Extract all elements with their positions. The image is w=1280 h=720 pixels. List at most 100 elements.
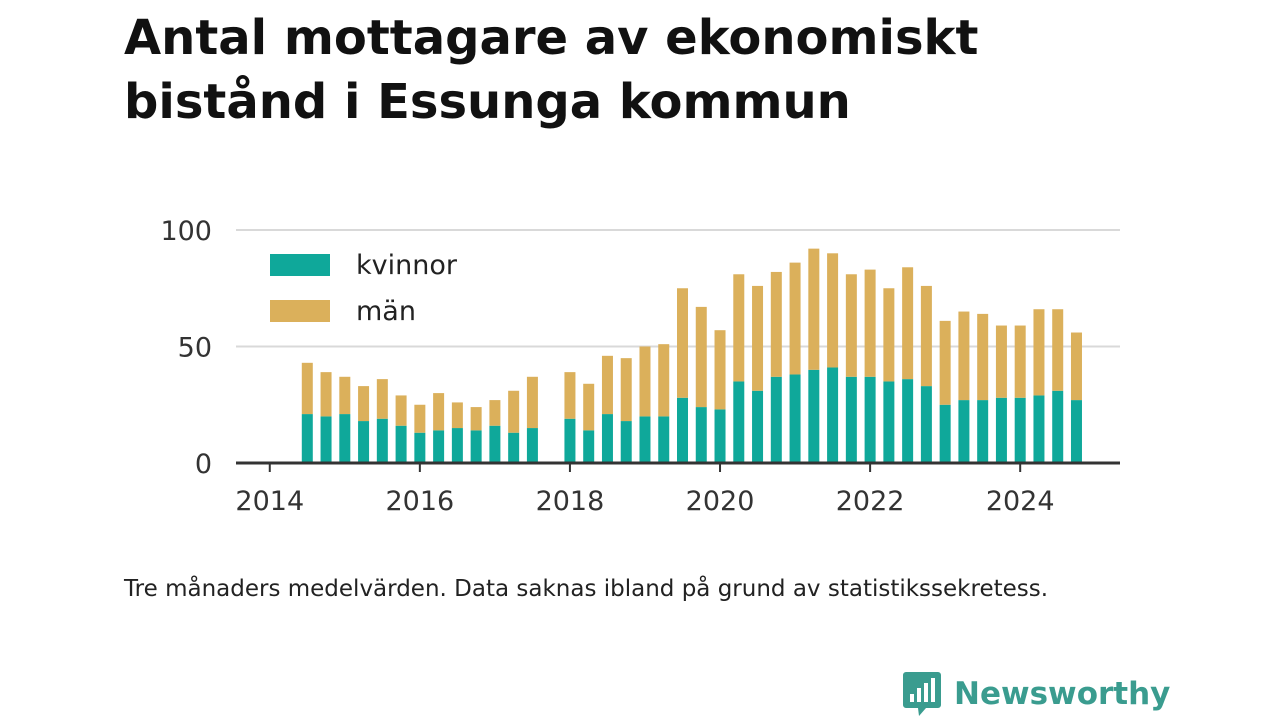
bar-kvinnor [339, 414, 351, 463]
newsworthy-logo-icon [903, 672, 941, 716]
bar-kvinnor [526, 428, 538, 463]
bar-kvinnor [376, 418, 388, 463]
newsworthy-logo: Newsworthy [902, 670, 1170, 718]
bar-man [639, 346, 651, 417]
bar-man [339, 376, 351, 415]
bar-man [320, 372, 332, 417]
bar-man [433, 393, 445, 431]
bar-man [620, 358, 632, 422]
bar-man [395, 395, 407, 426]
bar-kvinnor [808, 369, 820, 463]
bar-kvinnor [770, 376, 782, 463]
bar-man [489, 400, 501, 426]
bar-kvinnor [883, 381, 895, 463]
bar-kvinnor [845, 376, 857, 463]
bar-man [1070, 332, 1082, 401]
bar-man [564, 372, 576, 419]
y-tick-label: 0 [195, 449, 212, 480]
x-tick-label: 2018 [536, 486, 605, 517]
legend-swatch-man [270, 300, 330, 322]
bar-man [1052, 309, 1064, 391]
y-tick-label: 50 [178, 333, 212, 364]
bar-man [1014, 325, 1026, 398]
legend: kvinnor män [270, 250, 458, 327]
bar-man [770, 271, 782, 377]
bar-man [414, 404, 426, 433]
legend-swatch-kvinnor [270, 254, 330, 276]
legend-label: män [356, 296, 416, 327]
bar-kvinnor [864, 376, 876, 463]
x-tick-label: 2024 [986, 486, 1055, 517]
bar-kvinnor [620, 421, 632, 463]
bar-kvinnor [733, 381, 745, 463]
bar-man [977, 313, 989, 401]
bar-man [920, 285, 932, 387]
bars [301, 248, 1082, 463]
bar-kvinnor [752, 390, 764, 463]
bar-man [301, 362, 313, 415]
bar-man [883, 288, 895, 382]
x-tick-label: 2014 [235, 486, 304, 517]
bar-kvinnor [920, 386, 932, 463]
bar-kvinnor [508, 432, 520, 463]
x-tick-label: 2022 [836, 486, 905, 517]
bar-kvinnor [601, 414, 613, 463]
bar-kvinnor [695, 407, 707, 463]
bar-kvinnor [639, 416, 651, 463]
bar-kvinnor [995, 397, 1007, 463]
bar-man [1033, 309, 1045, 396]
bar-man [827, 253, 839, 368]
bar-kvinnor [470, 430, 482, 463]
chart-title: Antal mottagare av ekonomiskt bistånd i … [124, 10, 979, 130]
bar-man [376, 379, 388, 419]
bar-chart: 0 50 100 2014 2016 2018 2020 2022 2024 kvinnor mä… [160, 216, 1120, 517]
bar-kvinnor [1070, 400, 1082, 463]
bar-man [658, 344, 670, 417]
bar-man [958, 311, 970, 401]
bar-kvinnor [451, 428, 463, 463]
bar-kvinnor [1014, 397, 1026, 463]
bar-man [677, 288, 689, 398]
bar-kvinnor [714, 409, 726, 463]
bar-kvinnor [320, 416, 332, 463]
bar-man [508, 390, 520, 433]
bar-kvinnor [902, 379, 914, 463]
bar-man [939, 320, 951, 405]
bar-kvinnor [658, 416, 670, 463]
legend-label: kvinnor [356, 250, 458, 281]
bar-kvinnor [677, 397, 689, 463]
bar-kvinnor [939, 404, 951, 463]
y-tick-label: 100 [160, 216, 212, 247]
bar-kvinnor [1052, 390, 1064, 463]
bar-kvinnor [958, 400, 970, 463]
bar-kvinnor [827, 367, 839, 463]
bar-kvinnor [977, 400, 989, 463]
bar-man [358, 386, 370, 422]
bar-man [733, 274, 745, 382]
bar-man [808, 248, 820, 370]
bar-kvinnor [414, 432, 426, 463]
bar-kvinnor [583, 430, 595, 463]
footnote: Tre månaders medelvärden. Data saknas ib… [124, 576, 1049, 602]
bar-kvinnor [489, 425, 501, 463]
axes: 0 50 100 2014 2016 2018 2020 2022 2024 [160, 216, 1120, 517]
bar-man [695, 306, 707, 408]
bar-man [902, 267, 914, 380]
bar-man [601, 355, 613, 415]
bar-kvinnor [395, 425, 407, 463]
bar-man [714, 330, 726, 410]
bar-man [789, 262, 801, 375]
bar-man [995, 325, 1007, 398]
x-tick-label: 2016 [385, 486, 454, 517]
bar-kvinnor [564, 418, 576, 463]
bar-kvinnor [1033, 395, 1045, 463]
brand-name: Newsworthy [954, 676, 1171, 712]
bar-man [845, 274, 857, 377]
bar-kvinnor [301, 414, 313, 463]
bar-man [864, 269, 876, 377]
x-tick-label: 2020 [686, 486, 755, 517]
bar-kvinnor [789, 374, 801, 463]
bar-man [451, 402, 463, 429]
bar-man [470, 407, 482, 431]
bar-man [583, 383, 595, 431]
